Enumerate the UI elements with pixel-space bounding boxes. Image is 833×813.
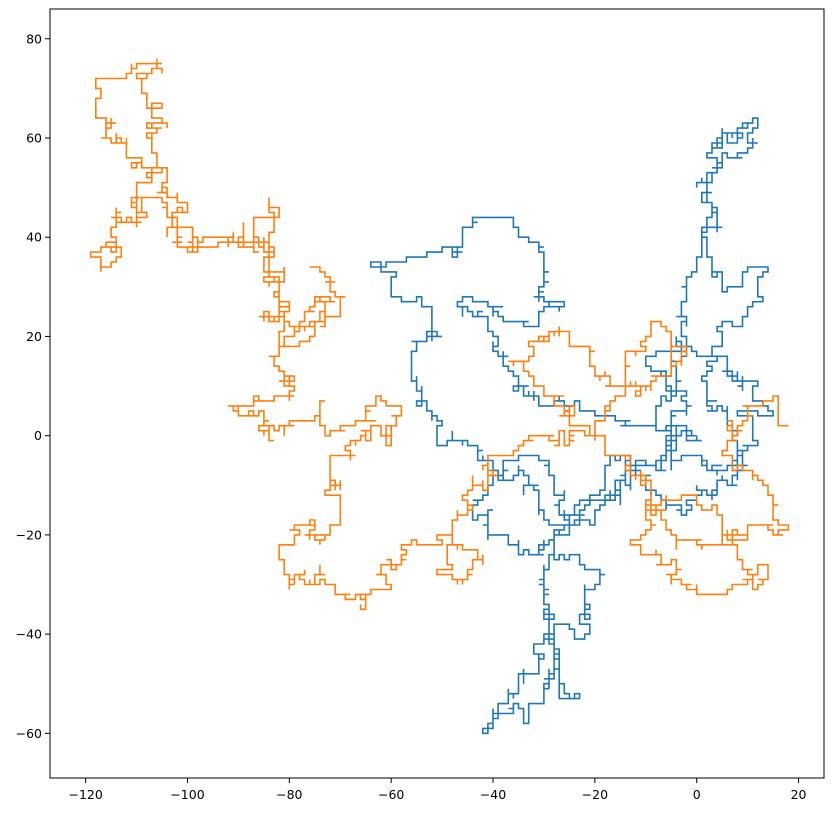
series-line-2 [89, 58, 790, 611]
x-tick-label: −40 [480, 787, 506, 802]
y-tick-label: 0 [34, 428, 42, 443]
x-axis: −120 −100 −80 −60 −40 −20 0 20 [68, 778, 807, 802]
y-tick-label: −40 [16, 627, 42, 642]
x-tick-label: −60 [378, 787, 404, 802]
plot-frame [49, 8, 825, 779]
y-tick-label: −60 [16, 726, 42, 741]
series-layer [89, 58, 790, 735]
x-tick-label: −100 [170, 787, 204, 802]
x-tick-label: −20 [582, 787, 608, 802]
y-tick-label: 60 [26, 130, 42, 145]
series-line-1 [370, 117, 774, 735]
x-tick-label: 20 [791, 787, 807, 802]
y-tick-label: 40 [26, 230, 42, 245]
y-tick-label: −20 [16, 527, 42, 542]
y-tick-label: 80 [26, 31, 42, 46]
x-tick-label: −80 [276, 787, 302, 802]
y-axis: −60 −40 −20 0 20 40 60 80 [16, 31, 50, 741]
x-tick-label: 0 [693, 787, 701, 802]
x-tick-label: −120 [68, 787, 102, 802]
y-tick-label: 20 [26, 329, 42, 344]
